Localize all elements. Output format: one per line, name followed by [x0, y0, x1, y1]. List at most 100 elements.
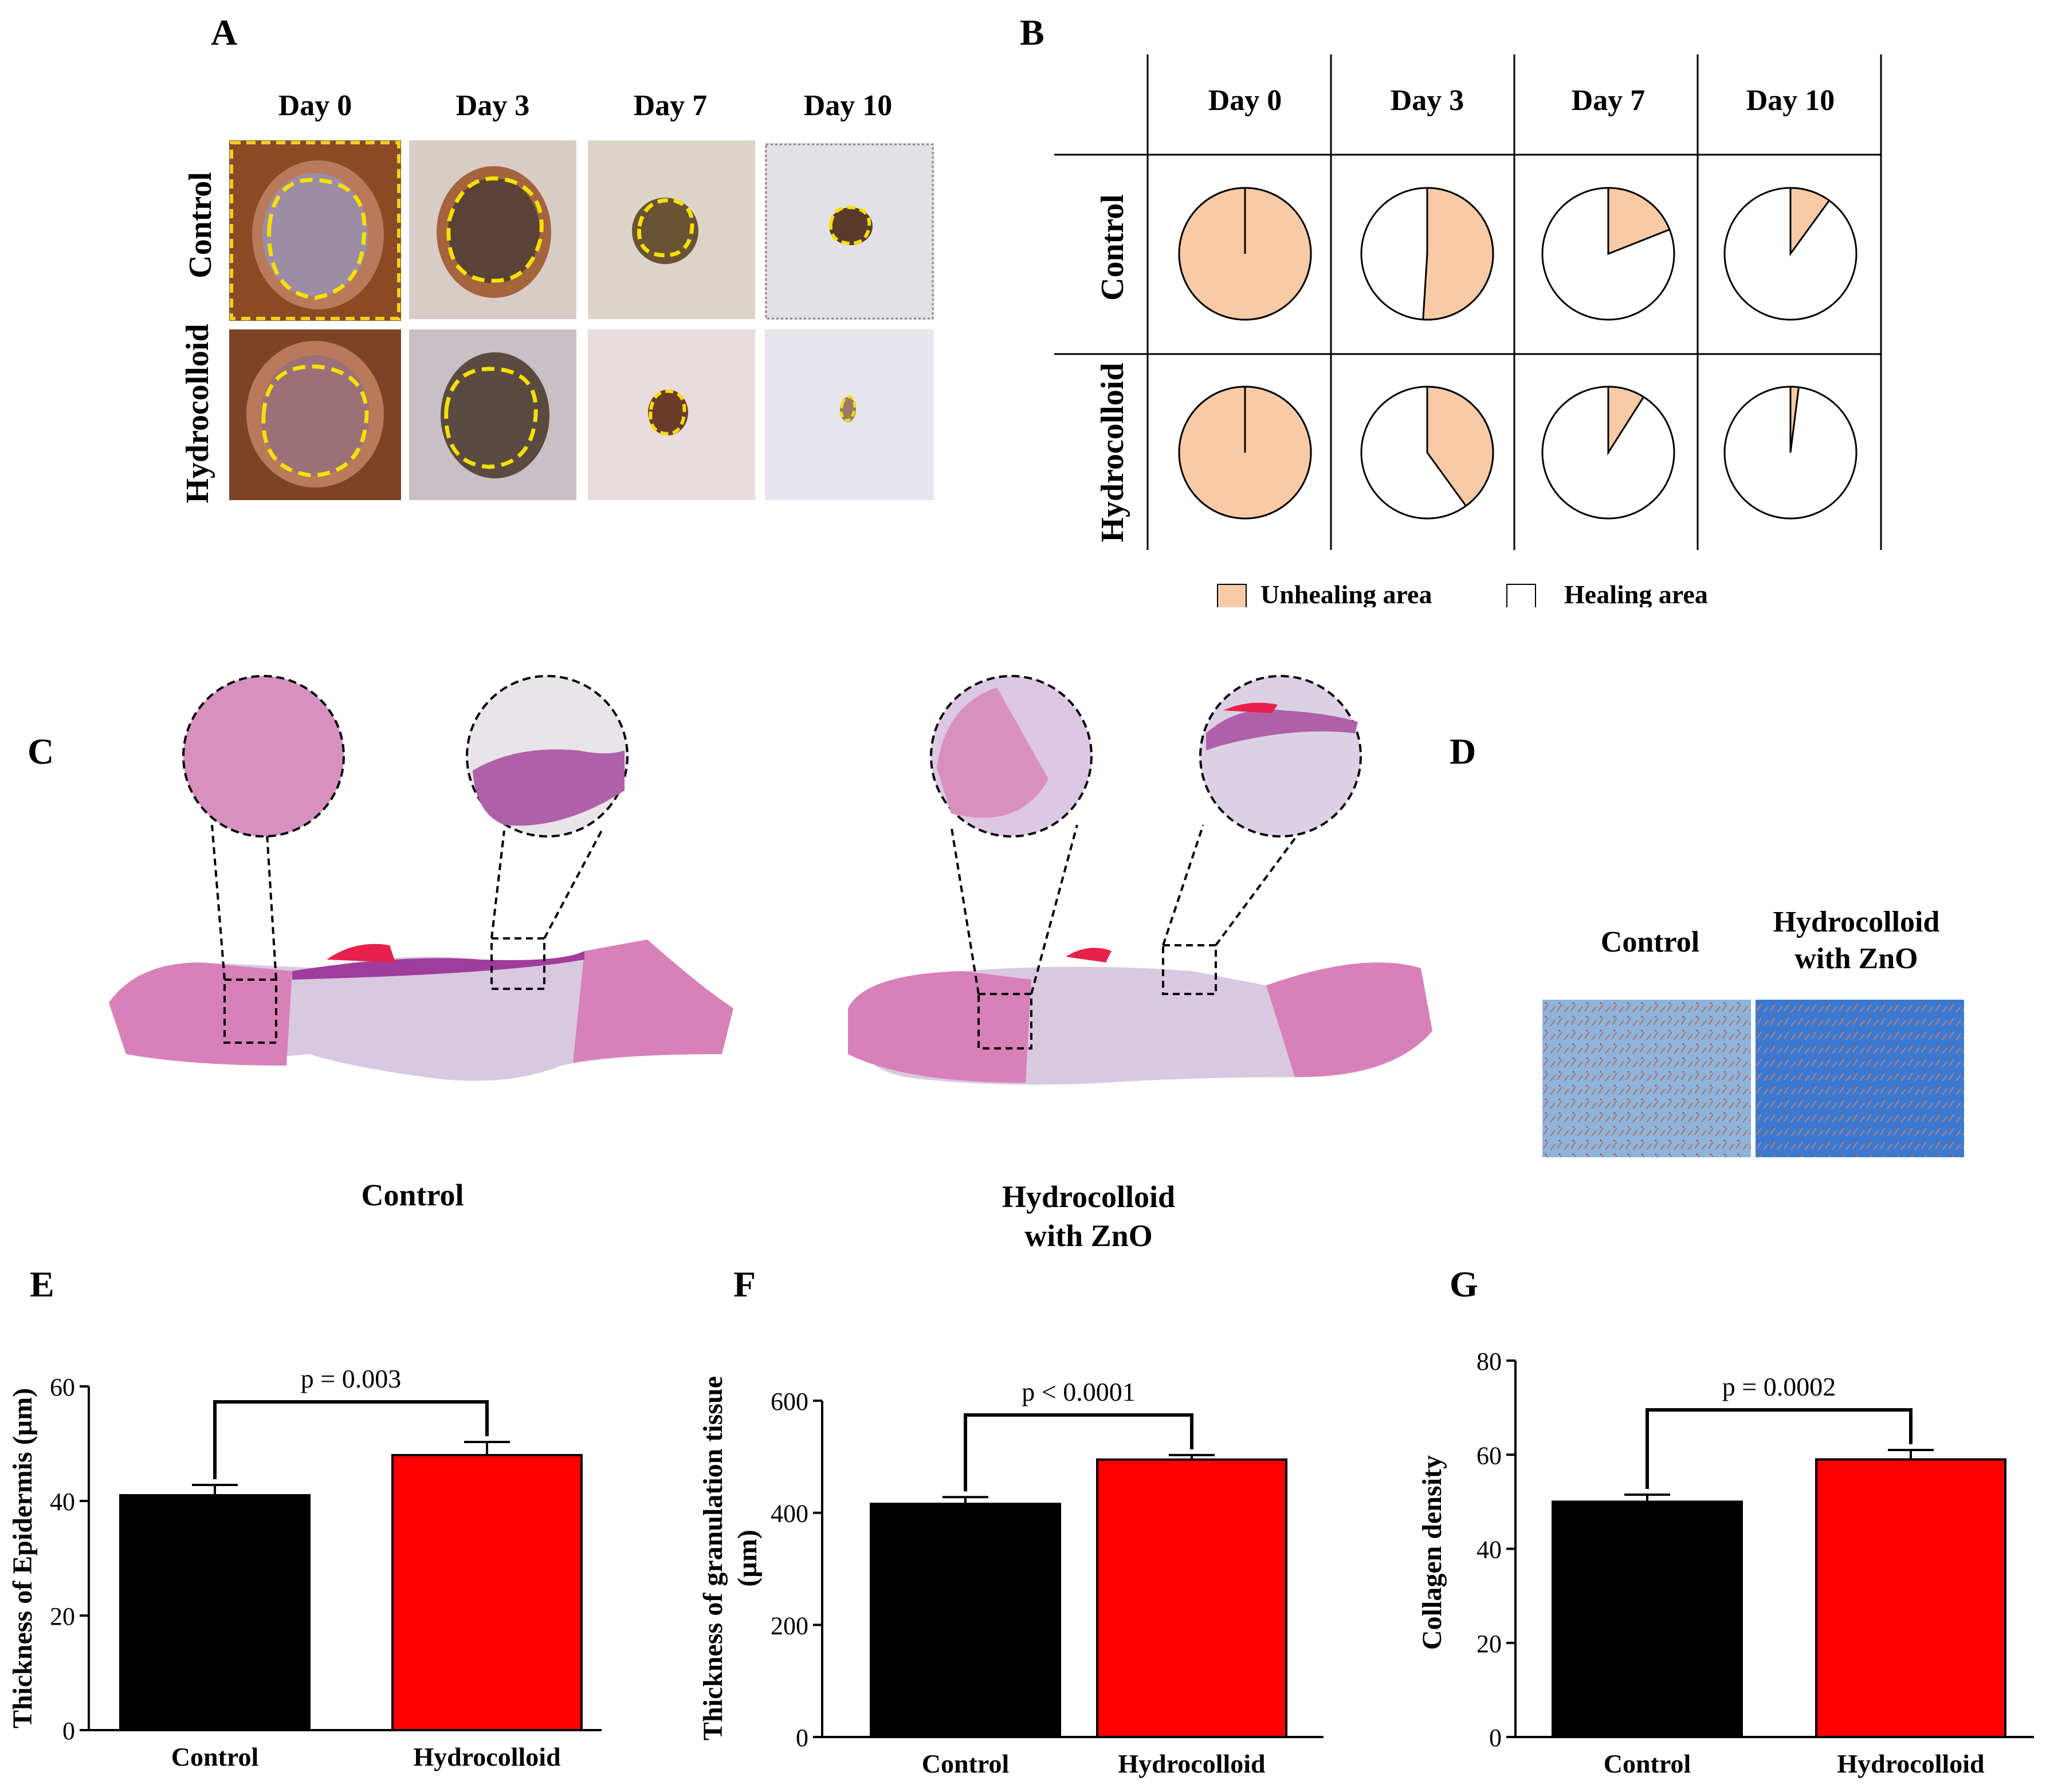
panel-d-letter: D: [1450, 731, 1476, 772]
panel-c-caption-treated-line2: with ZnO: [1024, 1219, 1153, 1253]
panel-a-letter: A: [211, 12, 238, 53]
zoom-leader: [1162, 824, 1204, 946]
legend-swatch-healing: [1506, 584, 1536, 607]
pie-slice-unhealing-hydrocolloid-1: [1426, 386, 1494, 508]
bar-hydrocolloid: [1815, 1458, 2006, 1738]
wound-photo-control-day7: [588, 140, 755, 319]
bar-chart-e: Thickness of Epidermis (µm) 0 20 40 60 Contr…: [7, 1364, 602, 1771]
y-tick-label: 20: [1476, 1630, 1502, 1658]
zoom-leader: [950, 824, 980, 995]
significance-bracket: [964, 1413, 1193, 1492]
panel-a-day-10: Day 10: [803, 89, 893, 122]
pie-row-hydrocolloid: Hydrocolloid: [1095, 363, 1130, 542]
y-tick-label: 600: [771, 1388, 808, 1416]
wound-photo-hydrocolloid-day0: [229, 329, 401, 500]
control-zoom-circle-left: [182, 675, 345, 838]
bar-chart-f: Thickness of granulation tissue (µm) 0 20…: [698, 1376, 1324, 1778]
panel-a-day-0: Day 0: [278, 89, 352, 122]
y-tick-label: 60: [1476, 1441, 1502, 1469]
zoom-leader: [211, 824, 226, 980]
y-tick-label: 60: [50, 1373, 75, 1401]
pie-slice-unhealing-hydrocolloid-2: [1607, 386, 1645, 456]
zoom-leader: [543, 830, 603, 939]
panel-g-letter: G: [1450, 1264, 1478, 1304]
y-tick-label: 40: [1476, 1536, 1502, 1564]
x-tick-label: Hydrocolloid: [1118, 1749, 1266, 1778]
panel-d-label-treated: Hydrocolloid with ZnO: [1747, 904, 1965, 977]
wound-photo-hydrocolloid-day7: [588, 329, 755, 500]
pie-header-day3: Day 3: [1391, 84, 1464, 117]
panel-c-caption-treated: Hydrocolloid with ZnO: [951, 1177, 1226, 1255]
y-tick-label: 0: [796, 1724, 808, 1752]
zoom-leader: [1030, 824, 1078, 995]
panel-c-letter: C: [28, 731, 54, 772]
wound-photo-hydrocolloid-day3: [409, 329, 576, 500]
pie-slice-unhealing-control-2: [1607, 187, 1671, 256]
panel-d-label-treated-line2: with ZnO: [1794, 942, 1918, 975]
p-value-annotation: p = 0.003: [301, 1364, 401, 1393]
y-tick-label: 0: [62, 1717, 75, 1745]
histology-sections: [109, 675, 1432, 1085]
legend-swatch-unhealing: [1217, 584, 1247, 607]
panel-a-day-7: Day 7: [633, 89, 708, 122]
treated-zoom-circle-right: [1199, 675, 1362, 838]
treated-zoom-box-left: [977, 993, 1032, 1050]
panel-a-row-hydrocolloid: Hydrocolloid: [180, 324, 215, 504]
pie-slice-unhealing-control-1: [1422, 187, 1494, 321]
wound-photo-hydrocolloid-day10: [765, 329, 934, 500]
treated-tissue-section: [848, 948, 1432, 1085]
legend-label-unhealing: Unhealing area: [1260, 580, 1432, 607]
collagen-stain-control: [1542, 1000, 1751, 1157]
y-axis-label-line2: (µm): [732, 1530, 763, 1587]
x-tick-label: Hydrocolloid: [1837, 1749, 1985, 1778]
pie-row-control: Control: [1095, 194, 1130, 301]
collagen-stain-treated: [1756, 1000, 1964, 1157]
y-axis-label: Thickness of Epidermis (µm): [7, 1388, 38, 1728]
significance-bracket: [213, 1400, 489, 1479]
pie-slice-unhealing-hydrocolloid-3: [1789, 386, 1800, 453]
y-axis-label: Collagen density: [1417, 1455, 1447, 1650]
bar-control: [119, 1494, 311, 1731]
panel-c-caption-treated-line1: Hydrocolloid: [1002, 1180, 1176, 1214]
y-tick-label: 0: [1489, 1724, 1502, 1752]
control-tissue-section: [109, 940, 733, 1081]
bar-control: [870, 1503, 1061, 1738]
pie-header-day0: Day 0: [1208, 84, 1282, 117]
panel-e-letter: E: [30, 1264, 54, 1304]
p-value-annotation: p < 0.0001: [1022, 1377, 1135, 1406]
legend-label-healing: Healing area: [1564, 580, 1708, 607]
x-tick-label: Control: [171, 1742, 259, 1771]
wound-photo-control-day3: [409, 140, 576, 319]
x-tick-label: Hydrocolloid: [413, 1742, 561, 1771]
wound-photo-control-day10: [765, 143, 934, 320]
x-tick-label: Control: [1604, 1749, 1691, 1778]
panel-d-label-control: Control: [1600, 926, 1700, 958]
bar-hydrocolloid: [1096, 1458, 1287, 1738]
panel-a-day-3: Day 3: [455, 89, 530, 122]
panel-c-caption-control: Control: [361, 1178, 464, 1212]
panel-d-label-treated-line1: Hydrocolloid: [1773, 906, 1940, 938]
bar-chart-g: Collagen density 0 20 40 60 80 Control Hydroco…: [1417, 1347, 2034, 1778]
zoom-leader: [490, 830, 505, 939]
y-tick-label: 40: [50, 1488, 75, 1516]
y-tick-label: 80: [1476, 1347, 1502, 1376]
x-tick-label: Control: [922, 1749, 1010, 1778]
y-axis-label-line1: Thickness of granulation tissue: [698, 1376, 728, 1740]
y-tick-label: 20: [50, 1602, 75, 1630]
panel-b-letter: B: [1020, 12, 1044, 53]
zoom-leader: [1215, 830, 1302, 946]
panel-f-letter: F: [733, 1264, 756, 1304]
bar-control: [1552, 1500, 1743, 1738]
pie-slice-unhealing-control-3: [1789, 187, 1831, 257]
wound-photo-control-day0: [229, 140, 401, 321]
bar-hydrocolloid: [391, 1454, 583, 1731]
control-zoom-box-right: [490, 937, 545, 990]
zoom-leader: [265, 824, 277, 980]
treated-zoom-box-right: [1162, 944, 1217, 995]
y-tick-label: 400: [771, 1500, 808, 1528]
p-value-annotation: p = 0.0002: [1722, 1372, 1836, 1401]
pie-header-day7: Day 7: [1572, 84, 1646, 117]
control-zoom-box-left: [223, 978, 277, 1044]
pie-header-day10: Day 10: [1746, 84, 1835, 117]
significance-bracket: [1646, 1408, 1913, 1490]
